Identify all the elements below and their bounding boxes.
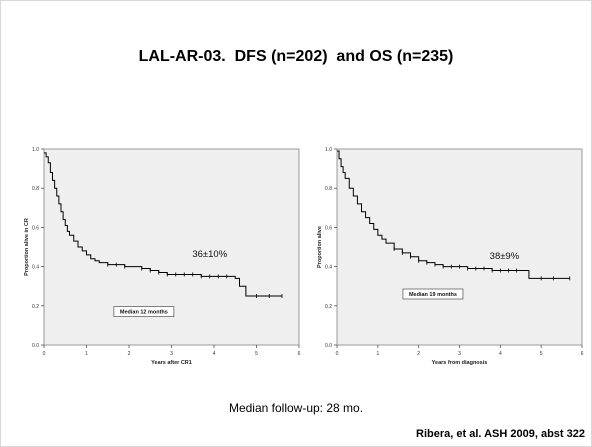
os-km-chart: 0.0 0.2 0.4 0.6 0.8 1.0 0 1 2 3 4 5 6 Years from diag… — [317, 147, 584, 366]
median-follow-up-note: Median follow-up: 28 mo. — [228, 401, 364, 415]
x-tick-label: 1 — [85, 351, 88, 357]
median-box-label: Median 19 months — [409, 292, 457, 298]
citation: Ribera, et al. ASH 2009, abst 322 — [416, 428, 585, 440]
y-tick-label: 0.0 — [32, 343, 39, 349]
y-tick-label: 1.0 — [32, 147, 39, 153]
survival-curve — [44, 152, 282, 297]
x-tick-label: 4 — [499, 351, 502, 357]
y-tick-label: 0.8 — [32, 186, 39, 192]
survival-estimate-label: 36±10% — [192, 249, 227, 260]
x-tick-label: 0 — [43, 351, 46, 357]
x-tick-label: 1 — [376, 351, 379, 357]
median-box — [113, 306, 175, 317]
plot-area — [336, 148, 583, 346]
y-tick-label: 0.0 — [325, 343, 332, 349]
dfs-chart-panel: 0.0 0.2 0.4 0.6 0.8 1.0 0 1 2 3 4 5 6 Years after CR1… — [21, 142, 304, 374]
x-tick-label: 3 — [170, 351, 173, 357]
y-tick-label: 0.4 — [32, 265, 39, 271]
median-box-label: Median 12 months — [120, 310, 168, 316]
y-tick-label: 0.6 — [32, 225, 39, 231]
y-tick-label: 0.8 — [325, 186, 332, 192]
y-tick-label: 1.0 — [325, 147, 332, 153]
x-tick-label: 4 — [213, 351, 216, 357]
dfs-km-chart: 0.0 0.2 0.4 0.6 0.8 1.0 0 1 2 3 4 5 6 Years after CR1… — [24, 147, 301, 366]
x-tick-label: 0 — [336, 351, 339, 357]
x-tick-label: 2 — [128, 351, 131, 357]
y-tick-label: 0.2 — [32, 304, 39, 310]
y-axis-label: Proportion alive in CR — [24, 218, 30, 276]
x-tick-label: 2 — [417, 351, 420, 357]
x-tick-label: 6 — [581, 351, 584, 357]
x-axis-label: Years from diagnosis — [432, 360, 488, 366]
y-tick-label: 0.2 — [325, 304, 332, 310]
x-tick-label: 6 — [298, 351, 301, 357]
y-tick-label: 0.4 — [325, 265, 332, 271]
y-tick-label: 0.6 — [325, 225, 332, 231]
median-box — [402, 288, 464, 300]
survival-estimate-label: 38±9% — [490, 251, 520, 262]
x-tick-label: 5 — [540, 351, 543, 357]
slide-title: LAL-AR-03. DFS (n=202) and OS (n=235) — [138, 48, 454, 65]
y-axis-label: Proportion alive — [317, 226, 323, 268]
x-tick-label: 3 — [458, 351, 461, 357]
x-axis-label: Years after CR1 — [151, 360, 192, 366]
x-tick-label: 5 — [255, 351, 258, 357]
os-chart-panel: 0.0 0.2 0.4 0.6 0.8 1.0 0 1 2 3 4 5 6 Years from diag… — [311, 142, 592, 374]
